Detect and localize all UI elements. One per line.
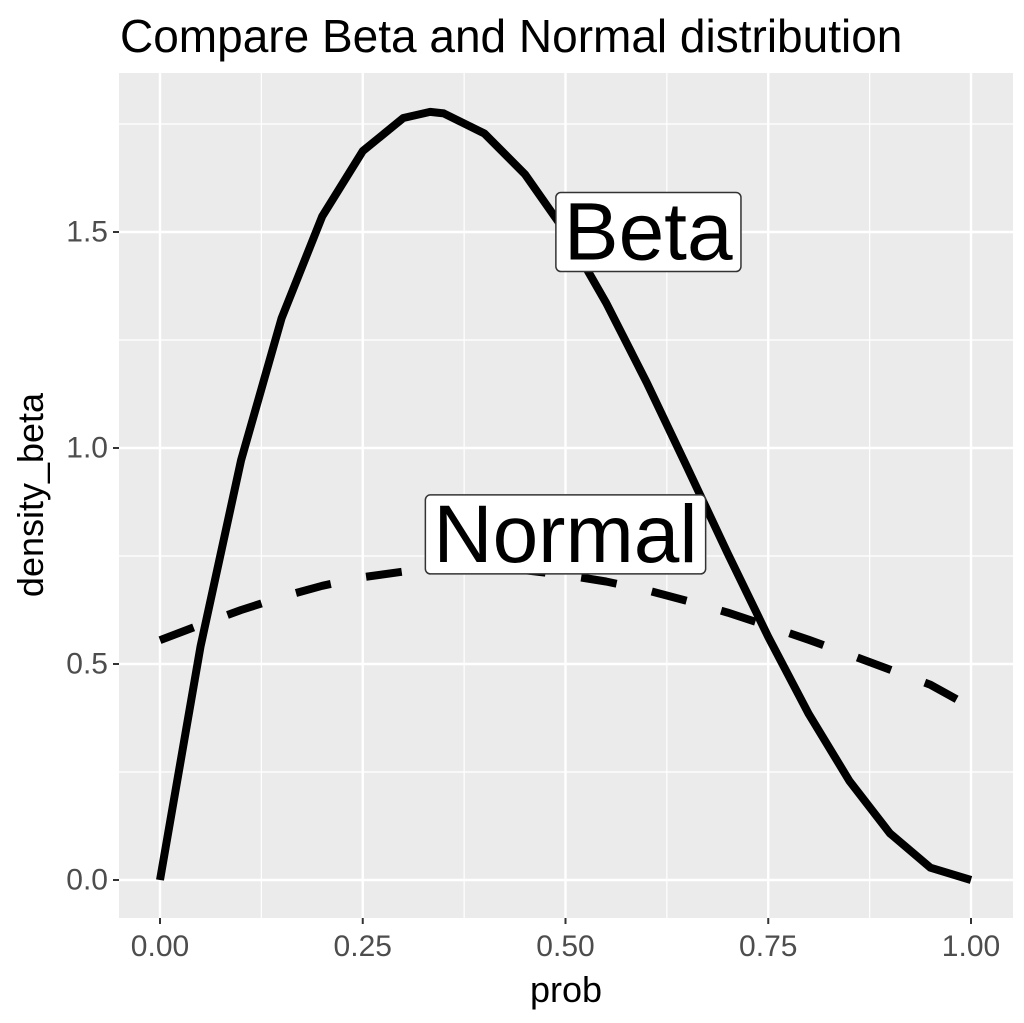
annotation-text: Beta	[564, 187, 733, 278]
x-tick-label: 0.25	[334, 930, 392, 963]
x-axis: 0.00 0.25 0.50 0.75 1.00	[131, 918, 1000, 963]
annotation-label-beta: Beta	[555, 187, 742, 278]
y-axis: 0.0 0.5 1.0 1.5	[66, 216, 119, 897]
y-tick-label: 1.0	[66, 432, 108, 465]
x-tick-label: 0.00	[131, 930, 189, 963]
y-tick-label: 1.5	[66, 216, 108, 249]
x-tick-label: 0.75	[739, 930, 797, 963]
y-tick-label: 0.0	[66, 864, 108, 897]
y-tick-label: 0.5	[66, 648, 108, 681]
x-tick-label: 1.00	[942, 930, 1000, 963]
x-tick-label: 0.50	[536, 930, 594, 963]
annotation-box	[555, 191, 742, 273]
series-line-beta	[156, 107, 973, 884]
annotation-layer: Beta Normal	[424, 187, 742, 580]
x-axis-title: prob	[530, 969, 602, 1010]
series-layer	[156, 107, 973, 884]
annotation-text: Normal	[433, 489, 697, 580]
chart-title: Compare Beta and Normal distribution	[120, 10, 902, 62]
y-axis-title: density_beta	[10, 392, 51, 597]
annotation-label-normal: Normal	[424, 489, 707, 580]
annotation-box	[424, 494, 707, 575]
